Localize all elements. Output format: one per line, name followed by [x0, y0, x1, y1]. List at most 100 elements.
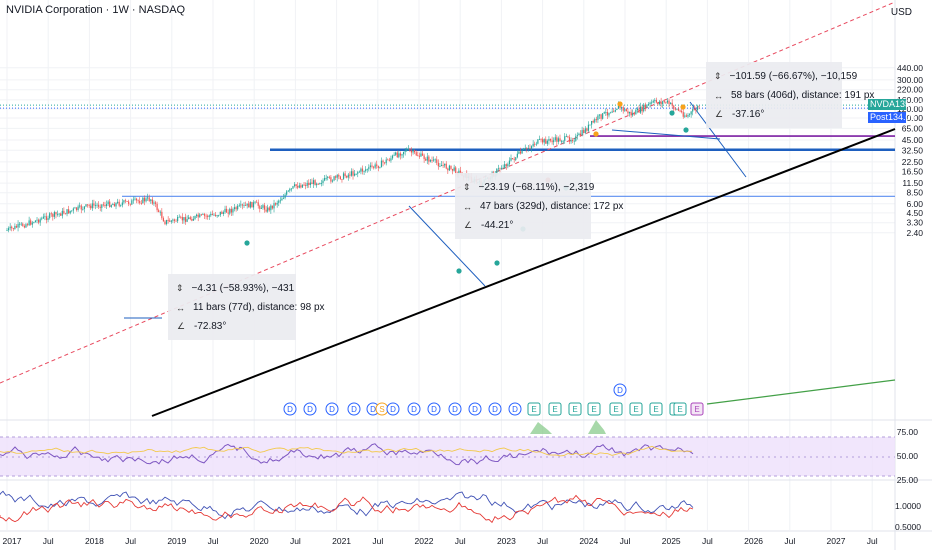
candle-body [421, 153, 424, 156]
candle-body [665, 101, 667, 103]
candle-body [556, 137, 558, 142]
candle-body [451, 168, 454, 171]
candle-body [390, 158, 392, 161]
candle-body [61, 210, 63, 216]
event-marker-label: E [531, 405, 536, 414]
candle-body [224, 208, 226, 213]
candle-body [45, 216, 48, 220]
candle-body [139, 200, 141, 204]
candle-body [74, 207, 76, 209]
candle-body [9, 226, 11, 229]
candle-body [681, 110, 683, 113]
oscillator-red-line [0, 494, 694, 524]
candle-body [371, 165, 373, 167]
candle-body [391, 155, 394, 159]
event-marker-label: D [492, 405, 498, 414]
post-price-label: 134.03 [888, 112, 916, 122]
candle-body [36, 219, 38, 221]
candle-body [169, 220, 171, 222]
candle-body [639, 106, 642, 113]
candle-body [614, 109, 616, 112]
candle-body [83, 206, 86, 209]
candle-body [28, 220, 30, 226]
candle-body [376, 164, 378, 166]
currency-label[interactable]: USD [890, 7, 912, 18]
candle-body [568, 137, 571, 142]
candle-body [521, 149, 523, 154]
candle-body [358, 171, 360, 173]
candle-body [594, 119, 596, 123]
time-tick-label: 2017 [3, 536, 22, 546]
measure-box-2[interactable]: ⇕ −23.19 (−68.11%), −2,319 ↔ 47 bars (329d… [455, 173, 623, 239]
event-marker [527, 402, 541, 416]
candle-body [52, 214, 54, 217]
measure-box-3[interactable]: ⇕ −101.59 (−66.67%), −10,159 ↔ 58 bars (40… [706, 62, 874, 128]
candle-body [445, 163, 447, 169]
candle-body [175, 220, 177, 222]
candle-body [256, 201, 258, 203]
candle-body [616, 108, 618, 110]
event-marker [303, 402, 317, 416]
signal-dot [593, 131, 599, 137]
price-axis[interactable]: 440.00 300.00220.00160.00120.0090.0065.00… [895, 63, 923, 532]
candle-body [94, 205, 97, 206]
candle-body [372, 166, 375, 168]
event-marker-label: E [613, 405, 618, 414]
event-marker-label: D [617, 386, 623, 395]
event-markers[interactable]: DDDDDSDDDDDDDEEEEEEEEEED [283, 383, 704, 416]
candle-body [598, 114, 601, 116]
measure-angle: -44.21° [481, 220, 514, 231]
candle-body [502, 167, 504, 169]
candle-body [290, 188, 292, 190]
candle-body [244, 205, 247, 206]
candle-body [199, 214, 201, 218]
rsi-tick-label: 25.00 [897, 475, 919, 485]
candle-body [497, 168, 499, 170]
candle-body [98, 204, 100, 207]
candle-body [698, 106, 700, 108]
candle-body [349, 174, 351, 176]
candle-body [235, 207, 237, 210]
candle-body [102, 204, 104, 206]
event-marker [407, 402, 421, 416]
price-tick-label: 65.00 [902, 123, 924, 133]
trend-lines[interactable] [0, 1, 896, 417]
rsi-overbought-fill [588, 420, 606, 434]
candle-body [143, 197, 146, 202]
candle-body [132, 199, 134, 201]
candle-body [695, 109, 697, 111]
candle-body [323, 177, 326, 181]
candle-body [368, 167, 370, 170]
candle-body [553, 140, 555, 143]
candle-body [262, 205, 264, 208]
candle-body [559, 138, 561, 142]
price-range-icon: ⇕ [463, 182, 471, 192]
candle-body [131, 200, 133, 205]
candle-body [42, 216, 44, 219]
event-marker-label: D [431, 405, 437, 414]
candle-body [690, 111, 692, 115]
time-tick-label: Jul [43, 536, 54, 546]
candle-body [453, 167, 455, 171]
candle-body [221, 211, 223, 214]
candle-body [338, 174, 340, 177]
signal-dot [683, 127, 689, 133]
price-tick-label: 22.50 [902, 157, 924, 167]
candle-body [560, 141, 563, 143]
time-axis[interactable]: 2017 Jul 2018 Jul 2019 Jul 2020 Jul 2021 Jul 2022 J… [3, 536, 878, 546]
candle-body [188, 217, 190, 220]
candle-body [181, 217, 183, 221]
candle-body [115, 202, 117, 207]
candle-body [684, 115, 686, 117]
candle-body [609, 112, 612, 114]
measure-box-1[interactable]: ⇕ −4.31 (−58.93%), −431 ↔ 11 bars (77d), d… [168, 274, 325, 340]
candle-body [273, 203, 275, 209]
candle-body [148, 197, 150, 201]
candle-body [398, 153, 400, 158]
candle-body [123, 200, 125, 203]
candle-body [249, 201, 251, 208]
event-marker [283, 402, 297, 416]
candle-body [523, 149, 525, 150]
candle-body [505, 164, 507, 167]
